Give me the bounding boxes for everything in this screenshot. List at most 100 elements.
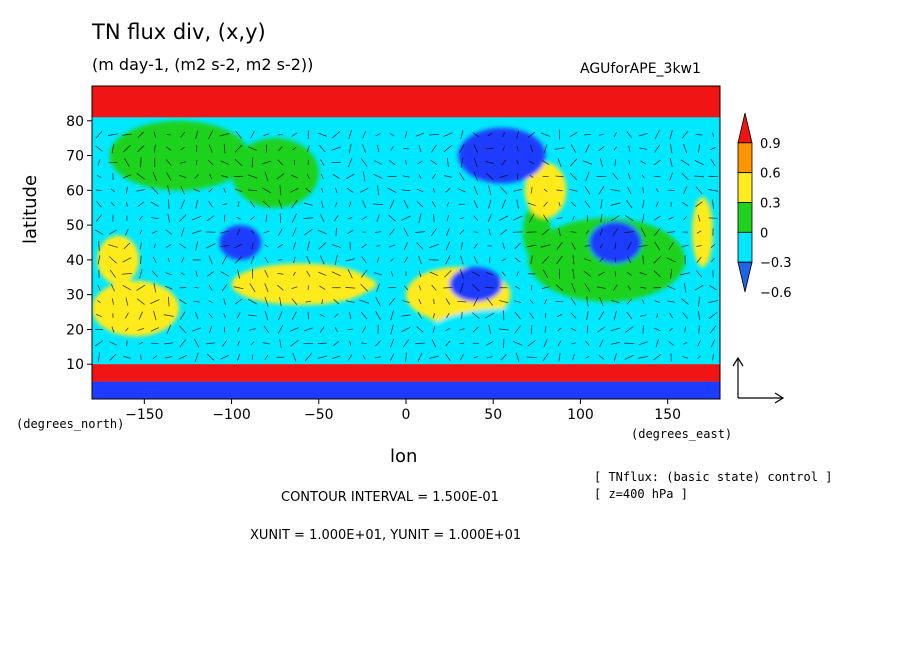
flux-arrow xyxy=(150,201,159,207)
flux-arrow xyxy=(445,188,451,193)
flux-arrow xyxy=(642,213,645,223)
flux-arrow xyxy=(164,285,173,290)
flux-arrow xyxy=(402,300,410,304)
flux-arrow xyxy=(417,312,423,319)
flux-arrow xyxy=(247,174,258,179)
flux-arrow xyxy=(680,272,690,276)
flux-arrow xyxy=(292,271,296,276)
flux-arrow xyxy=(152,256,157,264)
flux-arrow xyxy=(530,187,533,194)
flux-arrow xyxy=(668,341,674,346)
flux-arrow xyxy=(179,339,187,348)
flux-arrow xyxy=(697,355,701,360)
flux-arrow xyxy=(236,312,241,319)
flux-arrow xyxy=(167,213,171,223)
flux-arrow xyxy=(642,255,645,265)
flux-arrow xyxy=(250,131,255,139)
flux-arrow xyxy=(638,341,648,346)
flux-arrow xyxy=(208,313,213,318)
flux-arrow xyxy=(696,256,702,263)
chart-title: TN flux div, (x,y) xyxy=(92,20,266,44)
flux-arrow xyxy=(390,258,394,262)
flux-arrow xyxy=(639,147,648,150)
flux-arrow xyxy=(515,285,521,290)
flux-arrow xyxy=(223,313,226,318)
flux-arrow xyxy=(416,201,424,208)
flux-arrow xyxy=(362,144,367,154)
flux-arrow xyxy=(613,284,618,291)
flux-arrow xyxy=(611,299,620,304)
flux-arrow xyxy=(569,158,578,167)
flux-arrow xyxy=(473,200,478,209)
flux-arrow xyxy=(473,231,478,233)
flux-arrow xyxy=(220,271,229,277)
flux-arrow xyxy=(195,270,198,277)
flux-arrow xyxy=(415,132,425,137)
x-tick-label: −150 xyxy=(125,407,163,423)
colorbar-segment xyxy=(737,202,753,233)
y-tick-label: 20 xyxy=(66,322,84,338)
flux-arrow xyxy=(264,296,269,307)
flux-arrow xyxy=(698,296,701,307)
flux-arrow xyxy=(711,199,715,210)
flux-arrow xyxy=(377,185,380,196)
flux-arrow xyxy=(540,132,551,137)
flux-arrow xyxy=(179,325,187,334)
flux-arrow xyxy=(569,132,578,138)
flux-arrow xyxy=(234,158,243,167)
flux-arrow xyxy=(599,158,603,167)
flux-arrow xyxy=(250,255,255,264)
flux-arrow xyxy=(585,171,590,182)
field-blob xyxy=(692,197,714,267)
flux-arrow xyxy=(487,199,492,209)
flux-arrow xyxy=(502,132,506,138)
flux-arrow xyxy=(473,215,479,221)
flux-arrow xyxy=(375,311,381,321)
flux-arrow xyxy=(445,353,451,361)
flux-arrow xyxy=(387,187,397,194)
flux-arrow xyxy=(375,133,381,137)
flux-arrow xyxy=(167,257,170,263)
flux-arrow xyxy=(598,146,605,152)
x-tick-label: 50 xyxy=(484,407,502,423)
flux-arrow xyxy=(430,227,437,237)
flux-arrow xyxy=(376,256,380,263)
flux-arrow xyxy=(291,298,298,305)
flux-arrow xyxy=(317,229,327,235)
flux-arrow xyxy=(152,355,157,360)
flux-arrow xyxy=(277,324,284,334)
flux-arrow xyxy=(334,326,338,332)
flux-arrow xyxy=(304,202,313,206)
flux-arrow xyxy=(654,300,661,303)
flux-arrow xyxy=(150,327,159,332)
flux-arrow xyxy=(486,341,494,346)
flux-arrow xyxy=(277,159,284,166)
flux-arrow xyxy=(110,188,116,193)
flux-arrow xyxy=(403,227,409,237)
flux-arrow xyxy=(223,143,226,154)
flux-arrow xyxy=(193,300,200,303)
flux-arrow xyxy=(585,340,590,346)
flux-arrow xyxy=(459,354,464,361)
flux-arrow xyxy=(418,174,422,179)
flux-arrow xyxy=(234,256,243,264)
flux-arrow xyxy=(234,188,243,193)
y-tick-label: 60 xyxy=(66,183,84,199)
flux-arrow xyxy=(485,172,494,180)
flux-arrow xyxy=(624,231,635,233)
flux-arrow xyxy=(293,256,296,264)
flux-arrow xyxy=(571,282,576,293)
flux-arrow xyxy=(291,132,298,137)
flux-arrow xyxy=(584,283,591,293)
flux-arrow xyxy=(583,133,591,136)
heatmap-field xyxy=(92,86,720,399)
flux-arrow xyxy=(223,187,226,193)
flux-arrow xyxy=(250,341,255,346)
flux-arrow xyxy=(208,144,213,153)
flux-arrow xyxy=(236,353,241,361)
flux-arrow xyxy=(405,352,407,362)
flux-arrow xyxy=(514,311,521,320)
flux-arrow xyxy=(264,269,269,278)
flux-arrow xyxy=(333,340,340,346)
flux-arrow xyxy=(638,133,648,137)
